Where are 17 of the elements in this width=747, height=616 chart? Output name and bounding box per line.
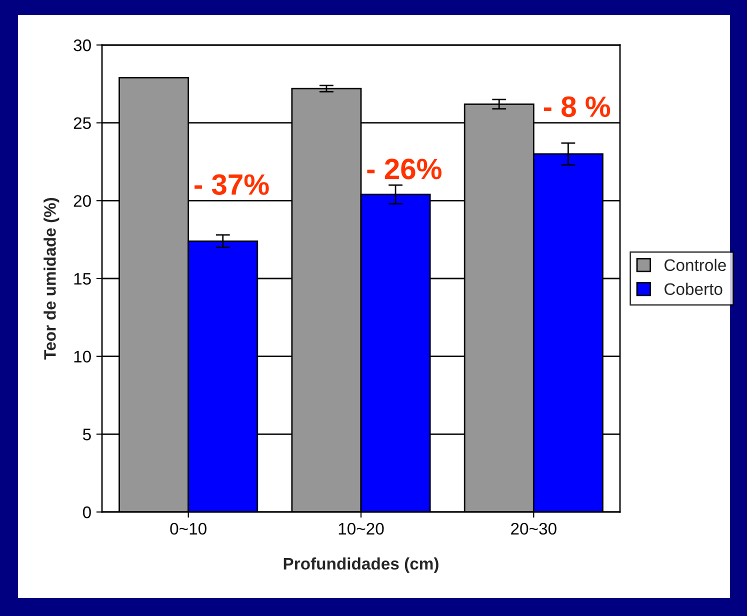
y-tick-label: 15 (74, 273, 91, 285)
y-tick-label: 30 (74, 39, 91, 52)
annotation: - 26% (367, 158, 442, 180)
x-tick-label: 0~10 (170, 522, 206, 535)
y-tick-label: 10 (74, 350, 91, 363)
annotation: - 37% (194, 174, 269, 195)
x-tick-label: 20~30 (511, 522, 556, 535)
x-tick-label: 10~20 (338, 522, 384, 535)
annotation: - 8 % (544, 96, 610, 118)
y-tick-label: 20 (74, 195, 91, 207)
legend-label: Controle (664, 258, 726, 272)
y-tick-label: 5 (82, 428, 91, 440)
x-axis-title: Profundidades (cm) (284, 557, 438, 573)
legend-label: Coberto (664, 282, 722, 295)
y-tick-label: 25 (74, 117, 91, 130)
y-tick-label: 0 (82, 506, 91, 518)
y-axis-title: Teor de umidade (%) (44, 198, 60, 360)
